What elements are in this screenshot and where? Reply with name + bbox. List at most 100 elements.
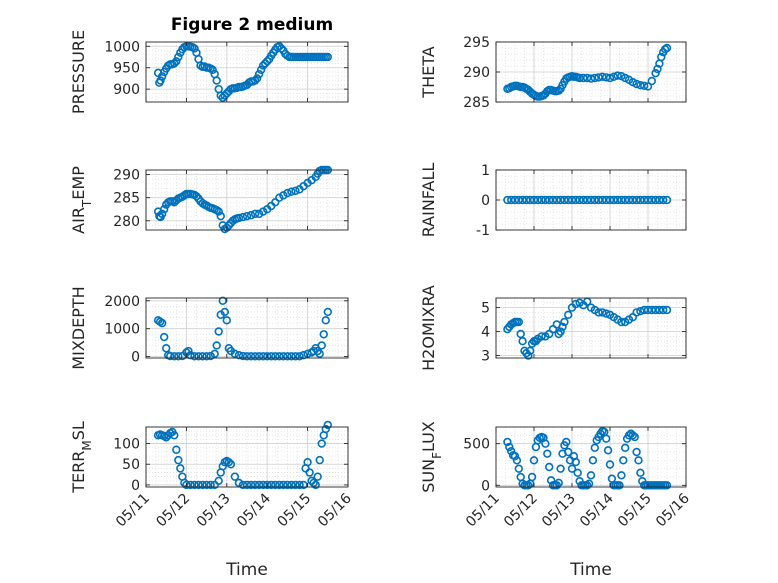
- data-point: [222, 223, 232, 232]
- data-point: [254, 352, 264, 361]
- data-point: [543, 449, 552, 458]
- data-point: [172, 57, 181, 66]
- data-point: [311, 480, 320, 490]
- data-point: [525, 195, 535, 205]
- data-point: [525, 346, 535, 355]
- data-point: [210, 349, 219, 359]
- data-point: [651, 305, 660, 315]
- data-point: [157, 318, 167, 328]
- data-point: [190, 480, 199, 490]
- axes-box: [145, 169, 349, 231]
- data-point: [186, 480, 195, 490]
- data-point: [558, 322, 567, 331]
- data-point: [283, 188, 292, 198]
- data-point: [505, 442, 514, 452]
- data-point: [315, 455, 324, 465]
- data-point: [157, 209, 167, 219]
- data-point: [174, 352, 183, 361]
- data-point: [224, 221, 234, 230]
- axes-box: [495, 426, 687, 488]
- data-point: [323, 52, 332, 62]
- y-tick-label: 280: [113, 214, 140, 230]
- data-point: [202, 352, 211, 361]
- data-point: [190, 352, 199, 361]
- data-point: [267, 480, 276, 490]
- data-point: [218, 462, 227, 471]
- y-tick-label: 4: [481, 325, 490, 341]
- data-point: [263, 57, 272, 66]
- data-point: [527, 472, 537, 482]
- data-point: [662, 43, 672, 53]
- data-point: [571, 299, 580, 309]
- data-point: [157, 72, 167, 81]
- y-tick-label: 900: [113, 82, 140, 98]
- y-tick-label: 50: [122, 457, 140, 473]
- y-tick-label: 5: [481, 301, 490, 317]
- data-point: [548, 195, 558, 205]
- data-point: [639, 81, 649, 91]
- data-point: [514, 195, 523, 205]
- data-point: [594, 195, 603, 205]
- data-point: [176, 464, 185, 473]
- data-point: [603, 446, 613, 455]
- data-point: [305, 468, 314, 477]
- data-point: [234, 478, 244, 488]
- data-point: [309, 478, 318, 488]
- data-point: [617, 195, 626, 205]
- data-point: [636, 195, 645, 205]
- data-point: [254, 69, 264, 79]
- x-axis-label: Time: [225, 560, 268, 580]
- data-point: [639, 305, 649, 315]
- data-point: [218, 296, 227, 305]
- data-point: [662, 305, 672, 315]
- data-point: [636, 80, 645, 90]
- data-point: [537, 332, 546, 341]
- data-point: [315, 349, 324, 359]
- data-point: [632, 79, 641, 89]
- data-point: [609, 195, 618, 205]
- data-point: [590, 443, 599, 453]
- data-point: [234, 213, 244, 223]
- data-point: [252, 74, 262, 83]
- data-point: [174, 455, 183, 465]
- data-point: [184, 346, 193, 356]
- data-point: [317, 439, 326, 448]
- data-point: [299, 480, 308, 490]
- x-tick-label: 05/15: [275, 491, 315, 531]
- x-tick-label: 05/15: [615, 491, 655, 531]
- data-point: [571, 195, 580, 205]
- data-point: [246, 480, 256, 490]
- data-point: [303, 457, 312, 467]
- data-point: [518, 337, 527, 346]
- y-tick-label: 500: [463, 437, 490, 453]
- data-point: [214, 207, 223, 216]
- data-point: [246, 352, 256, 361]
- x-tick-label: 05/14: [577, 490, 617, 530]
- data-point: [254, 480, 264, 490]
- data-point: [632, 447, 641, 457]
- data-point: [662, 481, 672, 490]
- data-point: [556, 195, 565, 205]
- data-point: [533, 195, 542, 205]
- data-point: [529, 195, 539, 205]
- y-axis-label: H2OMIXRA: [419, 285, 438, 371]
- data-point: [590, 195, 599, 205]
- data-point: [657, 52, 666, 62]
- y-tick-label: 1: [481, 163, 490, 179]
- axes-box: [145, 297, 349, 359]
- data-point: [250, 209, 260, 219]
- data-point: [552, 195, 561, 205]
- data-point: [291, 186, 300, 195]
- data-point: [541, 439, 550, 448]
- data-point: [275, 352, 284, 361]
- figure-title: Figure 2 medium: [171, 15, 333, 35]
- y-tick-label: 100: [113, 437, 140, 453]
- data-point: [317, 341, 326, 350]
- data-point: [615, 481, 624, 490]
- axes-box: [145, 426, 349, 488]
- axes-rainfall: -1 0 1 RAINFALL: [419, 163, 687, 239]
- data-point: [174, 52, 183, 62]
- data-point: [575, 195, 584, 205]
